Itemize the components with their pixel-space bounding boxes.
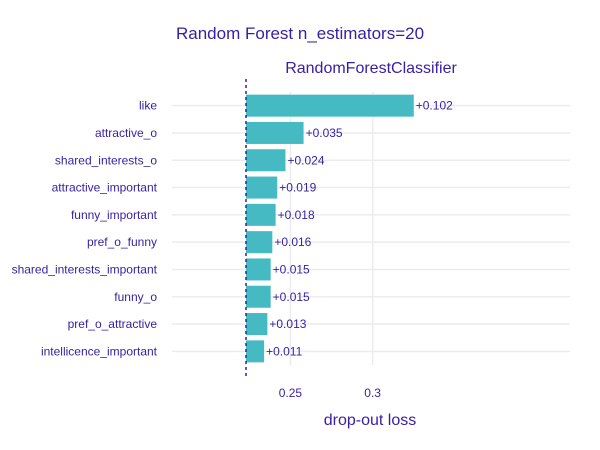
category-label: pref_o_funny xyxy=(87,235,157,249)
category-label: shared_interests_o xyxy=(55,153,157,167)
chart-title: Random Forest n_estimators=20 xyxy=(176,24,424,43)
ticks-layer: 0.25 0.3 xyxy=(279,386,382,400)
bar xyxy=(246,340,265,363)
x-tick-label: 0.3 xyxy=(364,386,381,400)
bars-layer xyxy=(246,94,414,363)
x-tick-label: 0.25 xyxy=(279,386,303,400)
chart-subtitle: RandomForestClassifier xyxy=(285,60,457,77)
bar xyxy=(246,203,276,226)
bar xyxy=(246,231,273,254)
bar xyxy=(246,285,271,308)
data-label: +0.011 xyxy=(266,344,302,358)
category-label: shared_interests_important xyxy=(12,262,158,276)
data-label: +0.015 xyxy=(273,262,310,276)
data-label: +0.019 xyxy=(279,181,316,195)
category-label: pref_o_attractive xyxy=(68,317,158,331)
data-label: +0.018 xyxy=(278,208,315,222)
category-label: funny_important xyxy=(71,208,158,222)
grid-layer xyxy=(172,92,570,365)
data-label: +0.013 xyxy=(269,317,306,331)
data-label: +0.102 xyxy=(416,99,453,113)
bar xyxy=(246,149,286,172)
category-label: intellicence_important xyxy=(41,344,158,358)
category-label: funny_o xyxy=(114,290,157,304)
data-label: +0.016 xyxy=(274,235,311,249)
category-label: attractive_important xyxy=(52,181,158,195)
bar xyxy=(246,176,278,199)
category-label: attractive_o xyxy=(95,126,157,140)
labels-layer: like +0.102 attractive_o +0.035 shared_inter… xyxy=(12,99,454,359)
x-axis-label: drop-out loss xyxy=(324,412,417,429)
bar xyxy=(246,313,268,336)
category-label: like xyxy=(139,99,157,113)
bar xyxy=(246,121,304,144)
data-label: +0.035 xyxy=(306,126,343,140)
bar xyxy=(246,94,414,117)
bar xyxy=(246,258,271,281)
data-label: +0.015 xyxy=(273,290,310,304)
data-label: +0.024 xyxy=(287,153,324,167)
